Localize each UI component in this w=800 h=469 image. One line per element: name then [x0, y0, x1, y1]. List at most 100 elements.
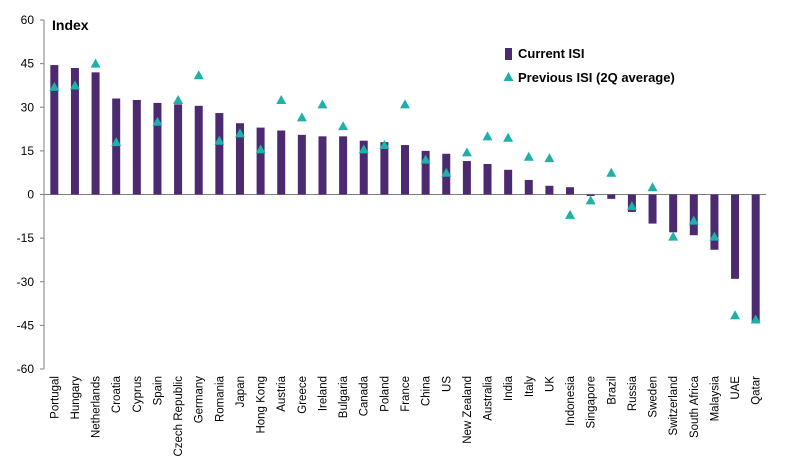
x-category-label: Croatia [111, 375, 123, 413]
marker-previous-isi [234, 128, 245, 138]
bar-current-isi [132, 99, 141, 195]
y-tick-label: -60 [17, 362, 35, 376]
x-category-label: Hong Kong [256, 376, 268, 434]
marker-previous-isi [523, 151, 534, 161]
y-tick-label: 0 [27, 188, 34, 202]
marker-previous-isi [193, 70, 204, 80]
marker-previous-isi [647, 182, 658, 192]
bar-current-isi [401, 145, 409, 195]
bar-current-isi [153, 102, 162, 195]
legend-swatch-current [505, 48, 512, 60]
x-category-label: Portugal [49, 376, 61, 419]
x-category-label: Brazil [606, 376, 618, 405]
x-category-label: Switzerland [668, 376, 680, 435]
y-tick-label: -30 [17, 275, 35, 289]
bar-current-isi [586, 194, 595, 196]
y-axis-label: Index [52, 17, 89, 33]
marker-previous-isi [400, 99, 410, 109]
marker-previous-isi [750, 314, 761, 324]
x-category-label: Netherlands [91, 376, 103, 438]
x-category-label: Malaysia [709, 375, 721, 421]
marker-previous-isi [626, 201, 637, 211]
y-tick-label: -45 [17, 318, 35, 332]
marker-previous-isi [606, 167, 617, 177]
x-category-label: Sweden [648, 376, 660, 418]
x-category-label: Austria [276, 375, 288, 411]
x-category-label: Czech Republic [173, 376, 185, 457]
marker-previous-isi [585, 195, 596, 205]
bar-current-isi [277, 130, 286, 195]
bar-current-isi [689, 194, 698, 236]
x-category-label: Germany [194, 376, 206, 424]
x-category-label: Italy [524, 376, 536, 397]
markers-previous-isi [49, 58, 761, 324]
x-category-label: South Africa [689, 375, 701, 438]
y-tick-label: 30 [21, 100, 35, 114]
marker-previous-isi [69, 80, 80, 90]
x-category-label: China [421, 375, 433, 406]
bar-current-isi [751, 194, 760, 323]
x-category-label: Spain [152, 376, 164, 405]
y-tick-label: 45 [21, 57, 35, 71]
x-category-label: France [400, 376, 412, 412]
bar-current-isi [194, 105, 203, 195]
marker-previous-isi [338, 121, 349, 131]
bar-current-isi [339, 136, 348, 195]
legend: Current ISI Previous ISI (2Q average) [503, 46, 675, 85]
x-category-label: Qatar [751, 376, 763, 405]
marker-previous-isi [358, 144, 369, 154]
marker-previous-isi [152, 116, 163, 126]
marker-previous-isi [173, 94, 184, 104]
marker-previous-isi [544, 153, 555, 163]
x-category-label: Indonesia [565, 375, 577, 425]
bar-current-isi [174, 104, 183, 195]
x-category-label: Greece [297, 376, 309, 414]
marker-previous-isi [688, 215, 699, 225]
marker-previous-isi [379, 140, 390, 150]
x-category-label: Russia [627, 375, 639, 411]
bar-current-isi [421, 150, 430, 195]
bar-current-isi [380, 142, 389, 195]
bar-current-isi [359, 140, 368, 195]
bar-current-isi [235, 123, 244, 195]
bar-current-isi [710, 194, 719, 250]
x-category-label: Romania [214, 375, 226, 422]
bar-current-isi [669, 194, 678, 233]
legend-label-previous: Previous ISI (2Q average) [518, 70, 675, 85]
marker-previous-isi [461, 147, 472, 157]
marker-previous-isi [420, 154, 431, 164]
bar-current-isi [112, 98, 121, 195]
bar-current-isi [566, 187, 575, 195]
x-category-label: India [503, 375, 515, 401]
x-category-label: New Zealand [462, 376, 474, 444]
bar-current-isi [524, 179, 533, 195]
marker-previous-isi [709, 231, 720, 241]
x-category-label: Japan [235, 376, 247, 407]
marker-previous-isi [214, 135, 225, 145]
x-category-label: Ireland [317, 376, 329, 411]
bar-current-isi [607, 194, 616, 199]
marker-previous-isi [317, 99, 328, 109]
bar-current-isi [731, 194, 740, 279]
y-tick-label: 15 [21, 144, 35, 158]
y-tick-label: 60 [21, 13, 35, 27]
marker-previous-isi [276, 94, 287, 104]
bar-current-isi [483, 163, 492, 195]
marker-previous-isi [482, 131, 493, 141]
bar-current-isi [504, 169, 513, 195]
bar-current-isi [91, 72, 100, 195]
bar-current-isi [545, 185, 554, 195]
marker-previous-isi [49, 81, 60, 91]
marker-previous-isi [730, 310, 741, 320]
bar-current-isi [215, 113, 224, 195]
legend-label-current: Current ISI [518, 46, 584, 61]
marker-previous-isi [255, 144, 266, 154]
marker-previous-isi [296, 112, 307, 122]
x-category-label: Canada [359, 375, 371, 416]
bar-current-isi [297, 134, 306, 195]
marker-previous-isi [668, 231, 679, 241]
marker-previous-isi [90, 58, 101, 68]
x-category-label: Poland [379, 376, 391, 412]
x-category-label: UAE [730, 376, 742, 400]
